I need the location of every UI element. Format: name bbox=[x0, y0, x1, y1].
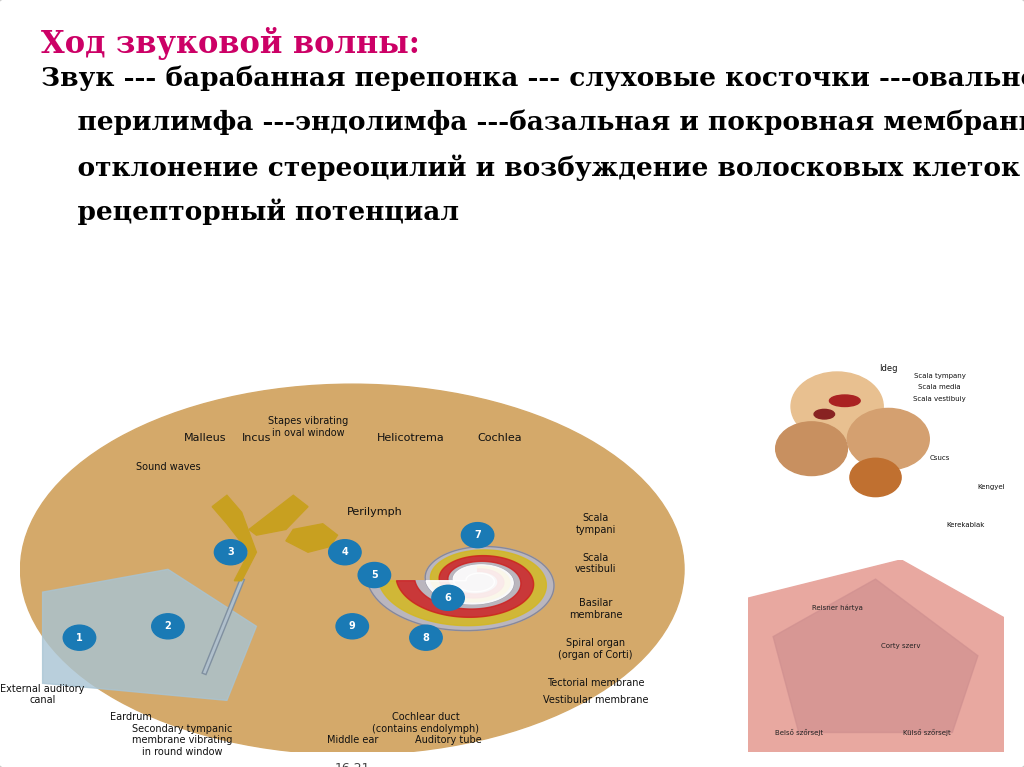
Text: External auditory
canal: External auditory canal bbox=[0, 684, 85, 706]
Text: Tectorial membrane: Tectorial membrane bbox=[547, 678, 644, 688]
Text: Spiral organ
(organ of Corti): Spiral organ (organ of Corti) bbox=[558, 638, 633, 660]
Text: 2: 2 bbox=[165, 621, 171, 631]
Circle shape bbox=[358, 562, 390, 588]
Polygon shape bbox=[748, 560, 1004, 752]
Text: Auditory tube: Auditory tube bbox=[415, 736, 481, 746]
Text: Külső szőrsejt: Külső szőrsejt bbox=[903, 729, 950, 736]
Polygon shape bbox=[212, 495, 256, 581]
Text: Scala
tympani: Scala tympani bbox=[575, 513, 615, 535]
Text: перилимфа ---эндолимфа ---базальная и покровная мембраны ---: перилимфа ---эндолимфа ---базальная и по… bbox=[41, 110, 1024, 135]
Text: Sound waves: Sound waves bbox=[135, 462, 201, 472]
Polygon shape bbox=[773, 579, 978, 732]
Circle shape bbox=[791, 372, 883, 441]
Text: Scala media: Scala media bbox=[919, 384, 961, 390]
Text: рецепторный потенциал: рецепторный потенциал bbox=[41, 199, 459, 225]
Text: 3: 3 bbox=[227, 547, 233, 558]
Text: Scala vestibuiy: Scala vestibuiy bbox=[913, 396, 966, 402]
Text: Middle ear: Middle ear bbox=[327, 736, 378, 746]
Text: Corty szerv: Corty szerv bbox=[882, 644, 921, 649]
Text: Звук --- барабанная перепонка --- слуховые косточки ---овальное окно ---: Звук --- барабанная перепонка --- слухов… bbox=[41, 65, 1024, 91]
Text: Basilar
membrane: Basilar membrane bbox=[568, 598, 623, 620]
Text: Csucs: Csucs bbox=[930, 456, 949, 461]
Circle shape bbox=[329, 540, 361, 565]
Text: Kerekablak: Kerekablak bbox=[946, 522, 984, 528]
Text: 7: 7 bbox=[474, 530, 481, 540]
Circle shape bbox=[462, 522, 494, 548]
Ellipse shape bbox=[20, 384, 684, 755]
Text: Ход звуковой волны:: Ход звуковой волны: bbox=[41, 27, 420, 60]
Text: Helicotrema: Helicotrema bbox=[378, 433, 445, 443]
Polygon shape bbox=[367, 547, 554, 630]
Text: Reisner hártya: Reisner hártya bbox=[812, 604, 862, 611]
Text: 4: 4 bbox=[342, 547, 348, 558]
Text: Stapes vibrating
in oval window: Stapes vibrating in oval window bbox=[268, 416, 348, 438]
Circle shape bbox=[432, 585, 464, 611]
Text: Ideg: Ideg bbox=[879, 364, 898, 373]
Text: Scala tympany: Scala tympany bbox=[913, 373, 966, 379]
Circle shape bbox=[850, 458, 901, 497]
Polygon shape bbox=[286, 524, 338, 552]
Text: Kengyel: Kengyel bbox=[977, 484, 1005, 490]
Text: Secondary tympanic
membrane vibrating
in round window: Secondary tympanic membrane vibrating in… bbox=[132, 724, 232, 757]
Text: Cochlear duct
(contains endolymph): Cochlear duct (contains endolymph) bbox=[373, 713, 479, 734]
Text: 5: 5 bbox=[371, 570, 378, 580]
Circle shape bbox=[336, 614, 369, 639]
Circle shape bbox=[410, 625, 442, 650]
Text: отклонение стереоцилий и возбуждение волосковых клеток ---: отклонение стереоцилий и возбуждение вол… bbox=[41, 154, 1024, 181]
Text: 9: 9 bbox=[349, 621, 355, 631]
Polygon shape bbox=[43, 569, 256, 700]
Text: Vestibular membrane: Vestibular membrane bbox=[543, 696, 648, 706]
Polygon shape bbox=[249, 495, 308, 535]
Polygon shape bbox=[378, 550, 547, 626]
Text: 8: 8 bbox=[423, 633, 429, 643]
Ellipse shape bbox=[814, 410, 835, 419]
Text: 1: 1 bbox=[76, 633, 83, 643]
Circle shape bbox=[847, 408, 930, 469]
Text: Cochlea: Cochlea bbox=[477, 433, 522, 443]
Circle shape bbox=[776, 422, 848, 476]
Text: Belső szőrsejt: Belső szőrsejt bbox=[775, 729, 822, 736]
Text: 6: 6 bbox=[444, 593, 452, 603]
Circle shape bbox=[63, 625, 95, 650]
Ellipse shape bbox=[829, 395, 860, 407]
Circle shape bbox=[152, 614, 184, 639]
Text: Malleus: Malleus bbox=[183, 433, 226, 443]
Text: Incus: Incus bbox=[242, 433, 271, 443]
Text: Perilymph: Perilymph bbox=[346, 507, 402, 518]
Polygon shape bbox=[426, 565, 513, 604]
Circle shape bbox=[214, 540, 247, 565]
Text: Eardrum: Eardrum bbox=[111, 713, 152, 723]
Text: Scala
vestibuli: Scala vestibuli bbox=[574, 553, 616, 574]
Polygon shape bbox=[396, 555, 534, 617]
Text: 16.21: 16.21 bbox=[335, 762, 370, 767]
